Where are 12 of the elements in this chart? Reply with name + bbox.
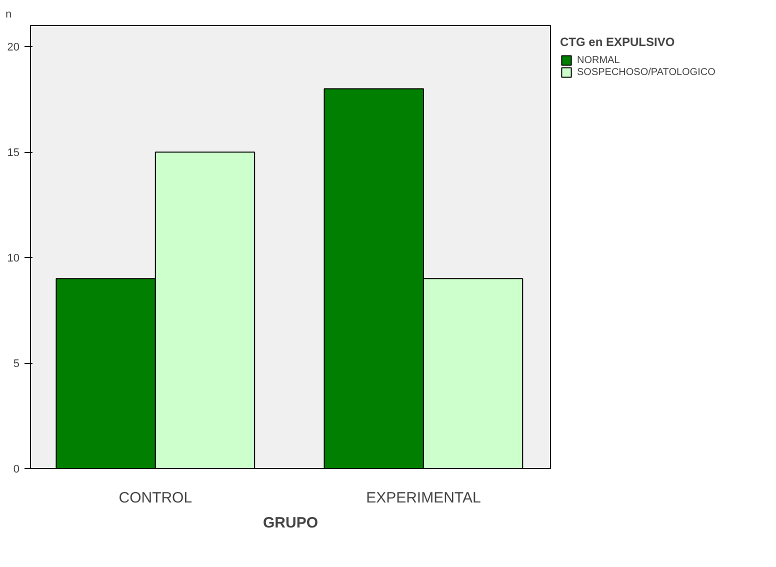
y-tick-label: 0: [13, 464, 20, 476]
legend-label: NORMAL: [577, 54, 620, 66]
y-tick-label: 15: [7, 147, 20, 160]
y-tick-label: 5: [13, 358, 20, 370]
x-tick-label: EXPERIMENTAL: [366, 490, 481, 506]
x-axis-title: GRUPO: [263, 514, 318, 532]
y-tick-label: 20: [7, 42, 20, 54]
y-axis-title: n: [6, 8, 12, 20]
legend-title: CTG en EXPULSIVO: [560, 35, 676, 49]
x-tick-label: CONTROL: [118, 490, 192, 506]
y-tick-label: 10: [7, 252, 20, 265]
legend-label: SOSPECHOSO/PATOLOGICO: [577, 66, 716, 78]
